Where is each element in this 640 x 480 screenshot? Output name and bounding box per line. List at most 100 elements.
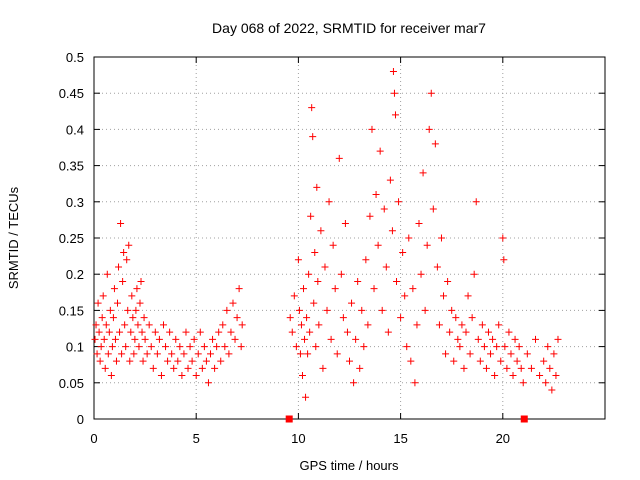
data-point (182, 328, 190, 336)
data-point (417, 270, 425, 278)
y-tick-label: 0.3 (66, 195, 84, 210)
data-point (111, 335, 119, 343)
data-point (112, 357, 120, 365)
data-point (456, 343, 464, 351)
y-tick-label: 0.05 (59, 376, 84, 391)
data-point (374, 241, 382, 249)
data-point (337, 270, 345, 278)
data-point (413, 321, 421, 329)
zero-value-marker (285, 415, 293, 423)
data-point (125, 241, 133, 249)
data-point (117, 220, 125, 228)
data-point (397, 314, 405, 322)
data-point (450, 357, 458, 365)
data-point (527, 364, 535, 372)
data-point (149, 364, 157, 372)
data-point (99, 292, 107, 300)
data-point (321, 263, 329, 271)
data-point (132, 306, 140, 314)
data-point (331, 285, 339, 293)
data-point (139, 357, 147, 365)
data-point (136, 299, 144, 307)
data-point (304, 350, 312, 358)
data-point (213, 343, 221, 351)
data-point (237, 343, 245, 351)
data-point (511, 335, 519, 343)
x-tick-label: 10 (291, 431, 305, 446)
data-point (470, 270, 478, 278)
data-point (102, 321, 110, 329)
data-point (421, 306, 429, 314)
data-point (198, 364, 206, 372)
data-point (147, 343, 155, 351)
data-point (454, 335, 462, 343)
data-point (288, 328, 296, 336)
data-point (184, 364, 192, 372)
data-point (405, 234, 413, 242)
data-point (464, 292, 472, 300)
data-point (292, 343, 300, 351)
data-point (505, 328, 513, 336)
data-point (134, 321, 142, 329)
data-point (114, 299, 122, 307)
x-tick-label: 5 (193, 431, 200, 446)
data-point (315, 321, 323, 329)
data-point (372, 191, 380, 199)
chart-title: Day 068 of 2022, SRMTID for receiver mar… (212, 20, 486, 36)
data-point (382, 263, 390, 271)
data-point (170, 364, 178, 372)
data-point (164, 357, 172, 365)
data-point (446, 328, 454, 336)
data-point (155, 335, 163, 343)
data-point (105, 328, 113, 336)
data-point (358, 306, 366, 314)
data-point (433, 263, 441, 271)
data-point (151, 328, 159, 336)
data-point (466, 350, 474, 358)
data-point (229, 299, 237, 307)
data-point (98, 314, 106, 322)
data-point (225, 350, 233, 358)
data-point (194, 350, 202, 358)
data-point (121, 321, 129, 329)
data-point (294, 256, 302, 264)
data-point (448, 306, 456, 314)
data-point (106, 306, 114, 314)
data-point (548, 386, 556, 394)
data-point (227, 328, 235, 336)
data-point (552, 372, 560, 380)
data-point (109, 314, 117, 322)
data-point (301, 335, 309, 343)
data-point (482, 364, 490, 372)
data-point (546, 364, 554, 372)
data-point (162, 343, 170, 351)
data-point (437, 234, 445, 242)
data-point (503, 364, 511, 372)
data-point (94, 299, 102, 307)
data-point (542, 379, 550, 387)
data-point (386, 176, 394, 184)
data-point (186, 343, 194, 351)
data-point (303, 314, 311, 322)
data-point (350, 379, 358, 387)
data-point (442, 350, 450, 358)
data-point (493, 343, 501, 351)
data-point (487, 350, 495, 358)
data-point (286, 314, 294, 322)
data-point (221, 343, 229, 351)
data-point (403, 343, 411, 351)
data-point (393, 277, 401, 285)
data-point (207, 350, 215, 358)
plot-frame (93, 56, 606, 420)
data-point (452, 314, 460, 322)
data-point (325, 198, 333, 206)
data-point (308, 104, 316, 112)
data-point (168, 350, 176, 358)
y-tick-label: 0.4 (66, 122, 84, 137)
data-point (519, 379, 527, 387)
data-point (352, 335, 360, 343)
data-point (444, 277, 452, 285)
data-point (540, 357, 548, 365)
data-point (339, 314, 347, 322)
